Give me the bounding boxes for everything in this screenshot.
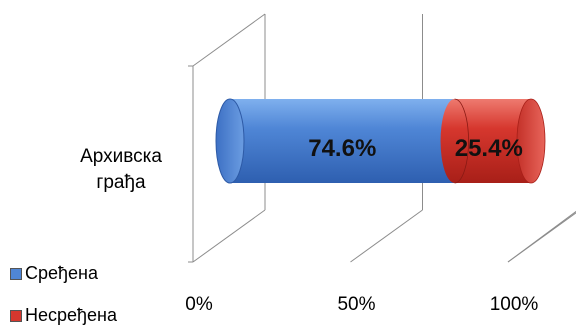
category-label: грађа [96, 172, 146, 193]
bar-cap-start [215, 98, 245, 184]
data-label-sredjena: 74.6% [308, 135, 376, 162]
legend-label: Сређена [25, 263, 98, 283]
x-tick-label: 100% [490, 294, 539, 315]
bar-cap-end [516, 98, 546, 184]
legend-item-sredjena: Сређена [10, 263, 98, 284]
bar-segment-boundary [454, 98, 469, 184]
data-label-nesredjena: 25.4% [455, 135, 523, 162]
legend-label: Несређена [25, 305, 118, 325]
axis-side-wall-top [192, 13, 266, 67]
category-label: Архивска [80, 146, 162, 167]
gridline-floor [507, 210, 576, 263]
legend-swatch-icon [10, 309, 22, 322]
gridline-floor [350, 209, 423, 263]
x-tick-label: 50% [337, 294, 375, 315]
bar-segment-sredjena [216, 99, 469, 183]
gridline-floor [192, 209, 266, 263]
x-tick-label: 0% [185, 294, 213, 315]
legend-swatch-icon [10, 267, 22, 280]
legend-item-nesredjena: Несређена [10, 305, 117, 326]
